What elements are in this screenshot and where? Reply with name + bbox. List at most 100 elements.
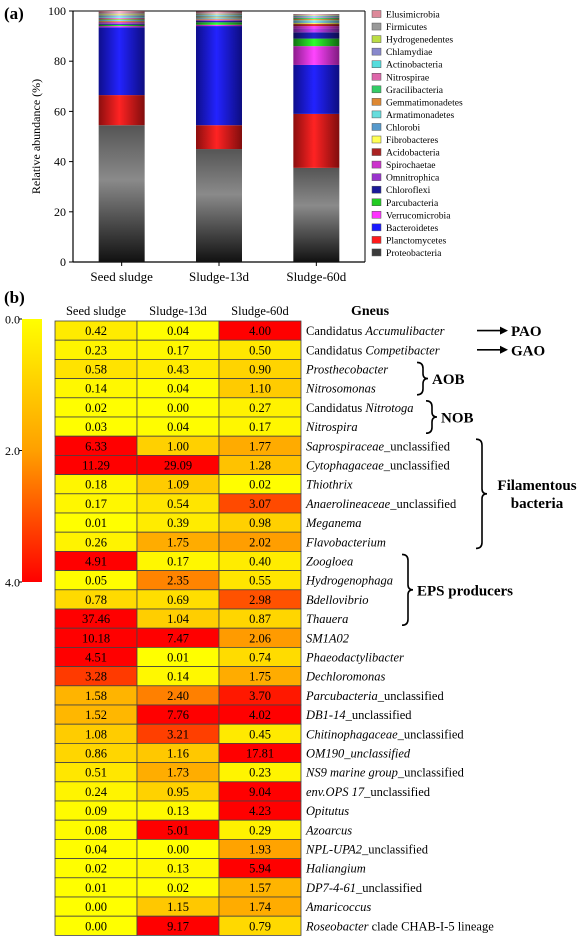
heatmap-cell-value: 2.35 <box>167 574 189 588</box>
legend-swatch <box>371 22 382 31</box>
heatmap-cell-value: 29.09 <box>164 459 192 473</box>
row-label-name: Thiothrix <box>306 478 353 492</box>
heatmap-cell-value: 0.08 <box>85 823 107 837</box>
row-label: OM190_unclassified <box>306 747 411 761</box>
heatmap-cell-value: 0.13 <box>167 862 189 876</box>
legend-label: Chlorobi <box>386 122 420 133</box>
legend-label: Hydrogenedentes <box>386 35 453 46</box>
bar-segment-elusimicrobia <box>98 11 145 14</box>
bar-segment-fibrobacteres <box>98 21 145 22</box>
bar-segment-gracilibacteria <box>293 18 340 20</box>
heatmap-cell-value: 6.33 <box>85 439 107 453</box>
heatmap-cell-value: 0.26 <box>85 535 107 549</box>
legend-swatch <box>371 35 382 43</box>
legend-swatch <box>371 223 382 232</box>
bar-segment-parcubacteria <box>98 24 145 27</box>
heatmap-cell-value: 4.23 <box>249 804 271 818</box>
row-label-name: Opitutus <box>306 804 349 818</box>
heatmap-cell-value: 3.07 <box>249 497 271 511</box>
heatmap-cell-value: 0.02 <box>85 862 107 876</box>
row-label-name: Accumulibacter <box>364 324 444 338</box>
legend-label: Spirochaetae <box>386 160 436 171</box>
legend-swatch <box>371 73 382 81</box>
heatmap-cell-value: 5.01 <box>167 823 189 837</box>
heatmap-cell-value: 2.40 <box>167 689 189 703</box>
row-label-name: Cytophagaceae <box>306 459 384 473</box>
heatmap-cell-value: 0.14 <box>85 382 108 396</box>
bar-segment-parcubacteria <box>196 22 242 25</box>
x-tick-label: Sludge-60d <box>286 269 346 284</box>
heatmap-cell-value: 0.00 <box>85 919 107 933</box>
heatmap-cell-value: 11.29 <box>82 459 110 473</box>
annotation-brace <box>401 553 414 626</box>
row-label: Thiothrix <box>306 478 353 492</box>
column-header: Sludge-60d <box>231 304 289 318</box>
heatmap-cell-value: 0.29 <box>249 823 271 837</box>
legend-swatch <box>371 47 382 56</box>
heatmap-cell-value: 0.00 <box>85 900 107 914</box>
bar-segment-chlorobi <box>98 20 145 22</box>
heatmap-cell-value: 2.02 <box>249 535 271 549</box>
legend-label: Chlamydiae <box>386 47 432 58</box>
heatmap-cell-value: 0.02 <box>167 881 189 895</box>
heatmap-cell-value: 37.46 <box>82 612 110 626</box>
legend-label: Elusimicrobia <box>386 10 441 21</box>
heatmap-cell-value: 1.08 <box>85 727 107 741</box>
row-label: DB1-14_unclassified <box>305 708 412 722</box>
bar-segment-proteobacteria <box>196 149 242 262</box>
bar-segment-spirochaetae <box>196 19 242 21</box>
bar-segment-bacteroidetes <box>98 27 145 96</box>
bar-segment-hydrogenedentes <box>293 15 340 16</box>
row-label: Dechloromonas <box>305 670 386 684</box>
annotation-arrowhead <box>500 345 508 354</box>
heatmap-cell-value: 1.93 <box>249 843 271 857</box>
bar-segment-verrucomicrobia <box>293 46 340 65</box>
heatmap-cell-value: 1.73 <box>167 766 189 780</box>
y-tick-label: 0 <box>60 255 66 269</box>
heatmap-cell-value: 1.04 <box>167 612 190 626</box>
row-label: Parcubacteria_unclassified <box>305 689 444 703</box>
heatmap-cell-value: 9.04 <box>249 785 272 799</box>
legend-label: Verrucomicrobia <box>386 210 451 221</box>
row-label-name: Zoogloea <box>306 555 353 569</box>
row-label-name: Parcubacteria <box>305 689 378 703</box>
bar-segment-actinobacteria <box>98 16 145 18</box>
bar-segment-nitrospirae <box>196 16 242 17</box>
heatmap-cell-value: 0.58 <box>85 363 107 377</box>
y-tick-label: 20 <box>54 205 66 219</box>
heatmap-cell-value: 0.98 <box>249 516 271 530</box>
annotation-label: NOB <box>441 411 474 427</box>
heatmap-cell-value: 0.04 <box>85 843 108 857</box>
row-label: Opitutus <box>306 804 349 818</box>
heatmap-cell-value: 0.01 <box>167 651 189 665</box>
bar-segment-omnitrophica <box>98 23 145 24</box>
heatmap-cell-value: 7.76 <box>167 708 189 722</box>
legend-label: Actinobacteria <box>386 60 443 71</box>
row-label-name: Phaeodactylibacter <box>305 651 404 665</box>
legend-swatch <box>371 123 382 131</box>
row-label: SM1A02 <box>306 631 349 645</box>
bar-segment-actinobacteria <box>293 16 340 18</box>
annotation-label: PAO <box>511 324 542 340</box>
legend-label: Proteobacteria <box>386 248 442 259</box>
bar-segment-bacteroidetes <box>293 64 340 114</box>
bar-segment-chloroflexi <box>293 32 340 39</box>
heatmap-cell-value: 0.00 <box>167 843 189 857</box>
row-label-prefix: Candidatus <box>306 401 365 415</box>
row-label: NS9 marine group_unclassified <box>305 766 465 780</box>
row-label-prefix: Candidatus <box>306 343 365 357</box>
heatmap-cell-value: 0.87 <box>249 612 271 626</box>
bar-segment-spirochaetae <box>293 26 340 29</box>
bar-segment-chloroflexi <box>196 21 242 23</box>
bar-segment-planctomycetes <box>98 95 145 126</box>
row-label-name: Competibacter <box>365 343 439 357</box>
legend-label: Bacteroidetes <box>386 223 438 234</box>
heatmap-cell-value: 0.45 <box>249 727 271 741</box>
heatmap-cell-value: 0.79 <box>249 919 271 933</box>
heatmap-cell-value: 0.04 <box>167 420 190 434</box>
row-label: Thauera <box>306 612 348 626</box>
row-label: Nitrosomonas <box>305 382 376 396</box>
row-label-suffix: _unclassified <box>397 727 465 741</box>
heatmap-cell-value: 1.15 <box>167 900 189 914</box>
row-label-suffix: _unclassified <box>383 459 451 473</box>
